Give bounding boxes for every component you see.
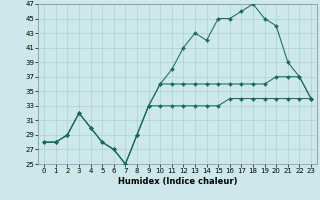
X-axis label: Humidex (Indice chaleur): Humidex (Indice chaleur) — [118, 177, 237, 186]
